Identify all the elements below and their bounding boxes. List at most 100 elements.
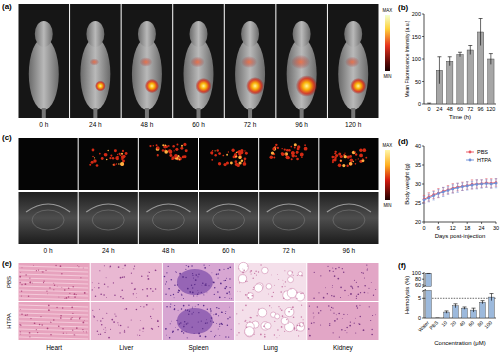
nucleus [280,308,281,309]
nucleus [79,318,80,319]
nucleus [285,286,286,287]
nucleus [74,334,76,336]
nucleus [355,332,356,333]
histology-image [19,263,90,301]
nucleus [136,334,138,336]
nucleus [198,304,199,305]
y-tick [422,279,424,280]
mouse-head [138,21,156,47]
nucleus [215,313,217,315]
nucleus [171,279,173,281]
nucleus [251,295,253,297]
pa-signal [104,153,108,157]
nucleus [356,298,357,299]
pa-frame [19,138,78,190]
nucleus [36,270,37,271]
pa-signal [211,153,213,155]
alveolus [262,267,269,274]
nucleus [188,266,190,268]
nucleus [152,291,153,292]
nucleus [327,266,328,267]
us-frame [259,192,318,244]
pa-signal [175,148,178,151]
nucleus [85,330,87,332]
nucleus [228,336,229,337]
bar [462,308,468,318]
nucleus [357,307,358,308]
pa-signal [355,163,357,165]
pa-signal [362,148,366,152]
nucleus [38,269,39,270]
y-tick [422,81,424,82]
nucleus [25,274,26,275]
nucleus [320,275,321,276]
nucleus [357,286,359,288]
white-pulp [177,308,213,334]
nucleus [185,277,186,278]
time-label: 60 h [192,121,205,128]
nucleus [101,324,103,326]
nucleus [224,280,225,281]
pa-signal [245,152,248,155]
nucleus [296,298,297,299]
tissue [19,263,90,301]
pa-signal [269,155,273,159]
nucleus [25,283,27,285]
y-tick-label: 35 [415,162,421,168]
x-axis-label: Time (h) [449,114,471,120]
nucleus [290,288,291,289]
pa-signal [335,151,337,153]
pa-signal [156,147,160,151]
us-tissue [26,204,70,212]
nucleus [166,281,167,282]
mouse-image [173,4,224,118]
error-bar [447,187,449,195]
nucleus [192,327,193,328]
nucleus [367,292,369,294]
marker [428,197,431,200]
y-tick [422,318,424,319]
nucleus [151,328,152,329]
nucleus [333,332,334,333]
pa-image [319,138,378,244]
nucleus [236,334,237,335]
pa-signal [244,150,245,151]
pa-signal [121,158,123,160]
nucleus [29,332,31,334]
nucleus [150,288,152,290]
pa-signal [362,158,364,160]
pa-signal [168,149,171,152]
pa-signal [349,162,352,165]
nucleus [146,304,148,306]
pa-signal [176,143,178,145]
nucleus [186,323,188,325]
organ-label: Liver [119,344,134,351]
nucleus [350,321,351,322]
pa-signal [359,149,363,153]
nucleus [294,329,295,330]
image-frame [70,4,121,118]
nucleus [226,292,228,294]
nucleus [237,290,239,292]
nucleus [71,306,73,308]
nucleus [355,317,357,319]
y-tick-label: 50 [415,79,421,85]
nucleus [238,268,240,270]
marker [466,185,469,188]
nucleus [143,306,144,307]
nucleus [62,328,64,330]
nucleus [214,287,216,289]
pa-signal [358,158,359,159]
bar [488,59,494,104]
pa-signal [331,156,334,159]
error-bar [458,52,462,57]
nucleus [56,285,58,287]
nucleus [133,293,134,294]
legend-label: HTPA [477,157,492,163]
nucleus [229,266,231,268]
nucleus [120,325,122,327]
pa-signal [281,148,282,149]
nucleus [151,318,153,320]
pa-signal [180,147,183,150]
nucleus [177,309,179,311]
